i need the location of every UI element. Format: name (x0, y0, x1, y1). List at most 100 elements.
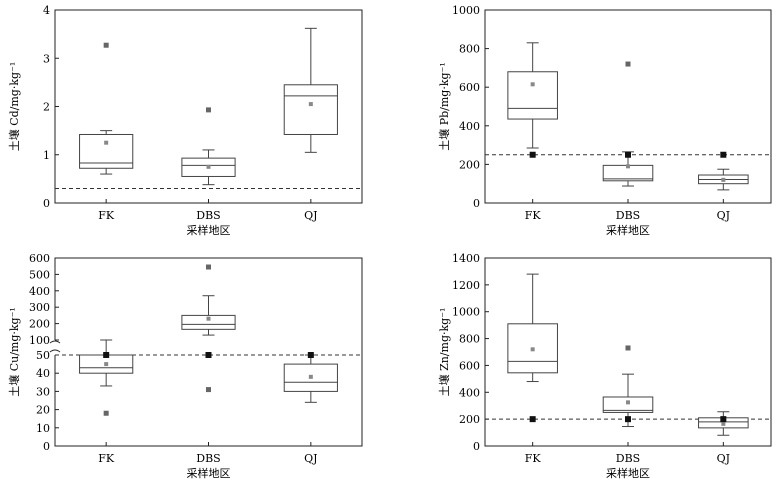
mean-marker (308, 102, 313, 107)
x-tick-label-qj: QJ (717, 209, 730, 222)
y-axis-title: 土壤 Cu/mg·kg⁻¹ (7, 307, 21, 397)
x-axis-title: 采样地区 (606, 223, 650, 237)
y-tick-label: 1000 (452, 4, 480, 17)
box-fk (79, 339, 134, 416)
mean-marker (626, 164, 630, 169)
box-fk (507, 42, 558, 158)
box-iqr (181, 314, 236, 330)
y-tick-label: 0 (43, 440, 50, 453)
y-tick-label: 400 (459, 386, 480, 399)
y-tick-label: 20 (36, 404, 50, 417)
x-tick-label-fk: FK (98, 452, 115, 465)
outlier-point (103, 42, 109, 48)
chart-panel-3: 0 10 20 30 40 50 100 200 300 400 500 600 FK DBS QJ 采样地区… (7, 252, 363, 480)
box-iqr (283, 84, 338, 135)
y-tick-label: 1 (43, 149, 50, 162)
y-tick-label: 0 (43, 197, 50, 210)
y-tick-label: 400 (459, 120, 480, 133)
y-tick-label: 0 (473, 197, 480, 210)
y-tick-label: 2 (43, 101, 50, 114)
y-tick-label: 4 (43, 4, 50, 17)
y-tick-label: 1200 (452, 279, 480, 292)
y-tick-label: 600 (459, 81, 480, 94)
outlier-point (103, 410, 109, 416)
mean-marker (626, 400, 630, 405)
x-tick-label-dbs: DBS (196, 209, 220, 222)
outlier-point (720, 416, 727, 423)
outlier-point (205, 352, 212, 358)
mean-marker (530, 347, 535, 352)
y-tick-label: 3 (43, 52, 50, 65)
y-tick-label: 500 (29, 268, 50, 281)
box-qj (698, 411, 749, 436)
mean-marker (104, 362, 109, 367)
box-iqr (507, 71, 558, 120)
mean-marker (721, 421, 726, 426)
x-tick-label-qj: QJ (304, 209, 317, 222)
axis-break-mark-top (49, 340, 61, 344)
y-tick-label: 600 (29, 252, 50, 265)
mean-marker (206, 164, 211, 169)
x-axis-title: 采样地区 (187, 223, 231, 237)
y-tick-label: 0 (473, 440, 480, 453)
mean-marker (206, 316, 211, 321)
box-qj (283, 27, 338, 153)
outlier-point (206, 387, 211, 393)
box-fk (79, 42, 134, 175)
x-tick-label-dbs: DBS (196, 452, 220, 465)
axis-break-gap (51, 340, 59, 355)
mean-marker (721, 177, 726, 182)
y-tick-label: 10 (36, 422, 50, 435)
y-tick-label: 1400 (452, 252, 480, 265)
box-qj (698, 151, 749, 191)
mean-marker (530, 82, 535, 87)
y-tick-label: 50 (36, 349, 50, 362)
outlier-point (307, 352, 314, 358)
outlier-point (206, 264, 211, 270)
mean-marker (104, 140, 109, 145)
y-tick-label: 400 (29, 285, 50, 298)
y-tick-label: 600 (459, 359, 480, 372)
y-tick-label: 40 (36, 367, 50, 380)
x-tick-label-qj: QJ (304, 452, 317, 465)
box-dbs (181, 264, 236, 393)
outlier-point (720, 151, 727, 158)
outlier-point (625, 61, 631, 67)
y-tick-label: 300 (29, 301, 50, 314)
chart-panel-2: 0 200 400 600 800 1000 FK DBS QJ 采样地区 土壤 Pb/mg·kg⁻… (437, 4, 772, 237)
y-tick-label: 1000 (452, 306, 480, 319)
y-axis-title: 土壤 Zn/mg·kg⁻¹ (437, 308, 451, 397)
box-dbs (181, 107, 236, 186)
y-tick-label: 200 (29, 318, 50, 331)
axis-break-mark-bottom (49, 349, 61, 353)
outlier-point (529, 416, 536, 423)
outlier-point (625, 345, 631, 351)
outlier-point (206, 107, 211, 113)
y-tick-label: 800 (459, 43, 480, 56)
box-fk (507, 273, 558, 423)
x-axis-title: 采样地区 (187, 466, 231, 480)
x-tick-label-dbs: DBS (616, 452, 640, 465)
x-tick-label-qj: QJ (717, 452, 730, 465)
x-tick-label-dbs: DBS (616, 209, 640, 222)
outlier-point (625, 416, 631, 423)
y-axis-title: 土壤 Cd/mg·kg⁻¹ (7, 62, 21, 152)
outlier-point (103, 352, 110, 358)
box-iqr (602, 396, 654, 413)
chart-panel-1: 0 1 2 3 4 FK DBS QJ 采样地区 土壤 Cd/mg·kg⁻¹ (7, 4, 363, 237)
box-qj (283, 352, 338, 403)
x-tick-label-fk: FK (525, 452, 542, 465)
outlier-point (625, 151, 631, 158)
chart-panel-4: 0 200 400 600 800 1000 1200 1400 FK DBS QJ 采样地区 土壤 Z… (437, 252, 772, 480)
x-tick-label-fk: FK (98, 209, 115, 222)
y-tick-label: 200 (459, 158, 480, 171)
y-axis-title: 土壤 Pb/mg·kg⁻¹ (437, 62, 451, 151)
x-axis-title: 采样地区 (606, 466, 650, 480)
mean-marker (308, 374, 313, 379)
y-tick-label: 800 (459, 333, 480, 346)
y-tick-label: 30 (36, 385, 50, 398)
y-tick-label: 100 (29, 334, 50, 347)
y-tick-label: 200 (459, 413, 480, 426)
x-tick-label-fk: FK (525, 209, 542, 222)
